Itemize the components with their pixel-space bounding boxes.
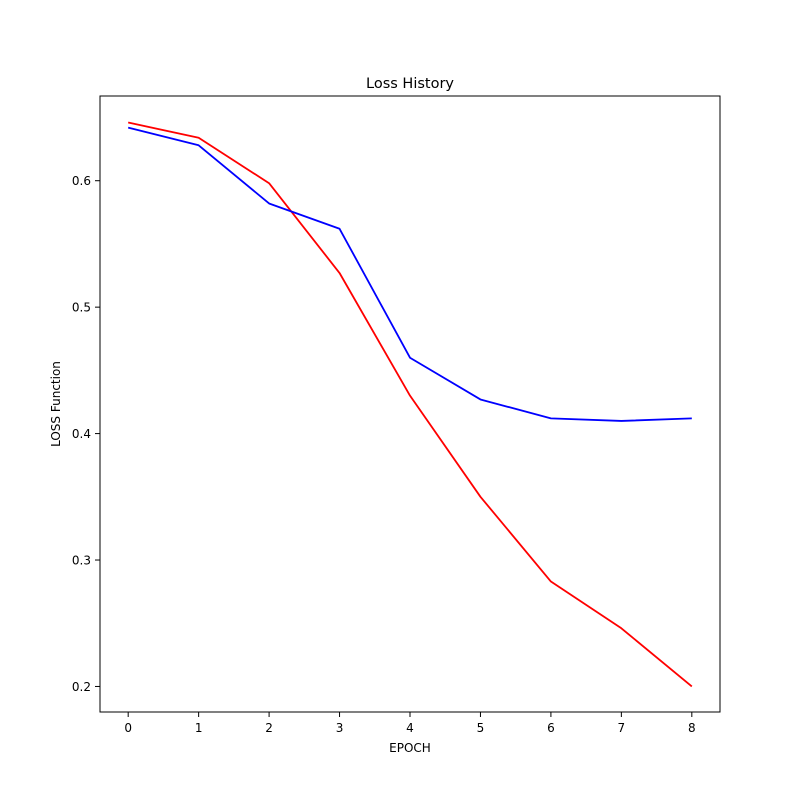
series-layer [127, 121, 693, 688]
y-tick-label: 0.3 [72, 554, 91, 568]
y-tick-label: 0.2 [72, 680, 91, 694]
ticks-layer: 0 1 2 3 4 5 6 7 8 0.2 0.3 0.4 0.5 0.6 [72, 174, 696, 735]
y-axis-label: LOSS Function [49, 361, 63, 447]
series-line-1 [127, 126, 692, 422]
x-tick-label: 1 [195, 721, 203, 735]
y-tick-label: 0.5 [72, 301, 91, 315]
chart-title: Loss History [366, 76, 454, 92]
x-axis-label: EPOCH [389, 741, 431, 755]
x-tick-label: 6 [547, 721, 555, 735]
plot-frame [99, 95, 721, 713]
y-tick-label: 0.6 [72, 174, 91, 188]
x-tick-label: 3 [336, 721, 344, 735]
x-tick-label: 7 [618, 721, 626, 735]
series-line-0 [127, 121, 693, 688]
x-tick-label: 4 [406, 721, 414, 735]
y-tick-label: 0.4 [72, 427, 91, 441]
x-tick-label: 2 [265, 721, 273, 735]
x-tick-label: 5 [477, 721, 485, 735]
x-tick-label: 8 [688, 721, 696, 735]
x-tick-label: 0 [124, 721, 132, 735]
